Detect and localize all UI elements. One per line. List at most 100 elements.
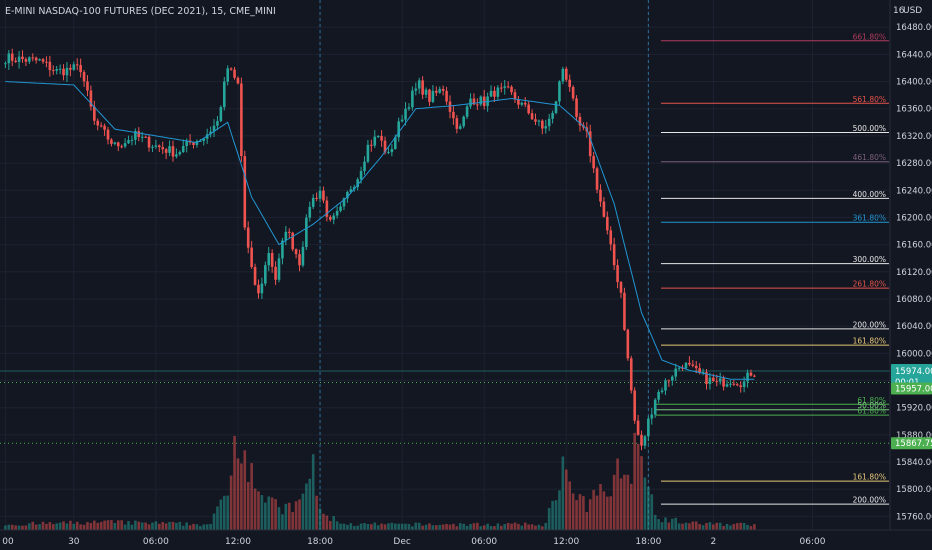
candle-body [554,101,558,113]
volume-bar [366,523,370,530]
volume-bar [387,523,390,530]
candle-body [14,60,17,62]
volume-bar [158,523,161,530]
fib-level-label: 161.80% [853,337,886,346]
volume-bar [701,525,705,530]
candle-body [21,56,24,60]
candle-body [349,189,353,192]
candle-body [575,98,578,117]
volume-bar [373,522,377,530]
fib-level-label: 361.80% [853,214,886,223]
volume-bar [86,522,89,530]
candle-body [65,67,69,76]
volume-bar [82,524,86,530]
volume-bar [120,520,123,530]
candle-body [291,232,294,250]
candle-body [294,249,298,255]
volume-bar [674,517,678,530]
candle-body [489,90,493,97]
time-axis[interactable]: 00 30 06:00 12:00 18:00 Dec 06:00 12:00 18:00 2 06… [0,529,932,550]
volume-bar [75,521,79,530]
volume-bar [24,525,28,530]
volume-bar [346,524,349,530]
volume-bar [681,523,684,530]
candle-body [113,142,117,144]
candle-body [722,378,725,387]
candle-body [452,111,455,119]
volume-bar [606,496,609,530]
volume-bar [342,523,346,530]
volume-bar [691,521,695,530]
volume-bar [199,526,202,530]
candle-body [28,57,31,62]
candle-body [55,69,58,71]
candle-body [715,381,719,383]
volume-bar [698,524,701,530]
volume-bar [636,443,640,530]
volume-bar [41,521,45,530]
candle-body [250,247,253,268]
price-axis-tick-label: 15800.00 [896,485,932,495]
volume-bar [216,506,219,530]
volume-bar [722,526,725,530]
fibonacci-levels[interactable]: 661.80% 561.80% 500.00% 461.80% 400.00% 361.8… [656,32,889,505]
candle-body [732,383,736,385]
volume-bar [643,477,647,530]
price-axis[interactable]: 15760.00 15800.00 15840.00 15880.00 15920.00… [889,0,932,530]
volume-bar [469,523,472,530]
volume-bar [62,521,65,530]
volume-bar [725,523,729,530]
candle-body [140,136,144,138]
currency-label[interactable]: USD [903,6,922,16]
volume-bar [103,520,106,530]
price-axis-tick-label: 16040.00 [896,322,932,332]
time-axis-background [0,530,932,550]
volume-bar [472,523,476,530]
candle-body [407,107,411,109]
candle-body [393,137,397,149]
candle-body [257,284,260,294]
volume-bar [298,499,301,530]
candle-body [284,231,288,241]
candle-body [332,215,336,220]
candle-body [527,104,530,114]
candle-body [616,265,619,282]
candle-body [130,139,134,141]
volume-bar [500,525,503,530]
volume-bar [69,520,72,530]
volume-bar [294,501,298,530]
volume-bar [653,514,657,530]
volume-bar [332,516,336,530]
candle-body [48,61,52,71]
candle-body [229,68,233,70]
fib-level-label: 61.80% [857,396,886,405]
volume-bar [496,523,500,530]
price-axis-tick-label: 16440.00 [896,50,932,60]
volume-bar [435,525,438,530]
volume-bar [541,526,544,530]
price-axis-tick-label: 16400.00 [896,78,932,88]
candle-body [260,283,264,294]
candle-body [147,136,151,148]
volume-bar [582,496,585,530]
volume-bar [209,524,212,530]
volume-bar [127,521,130,530]
candle-body [564,68,568,80]
volume-bar [558,490,561,530]
candle-body [551,112,554,119]
candle-body [568,79,571,87]
grid [0,0,890,530]
candle-body [264,265,267,284]
volume-bar [489,525,493,530]
candle-body [89,90,93,107]
candle-body [383,140,387,153]
volume-bar [640,456,643,530]
volume-bar [147,524,151,530]
candle-body [168,146,171,153]
moving-average-line [5,81,755,380]
volume-bar [175,522,178,530]
candle-body [154,145,158,147]
candle-body [116,142,120,147]
